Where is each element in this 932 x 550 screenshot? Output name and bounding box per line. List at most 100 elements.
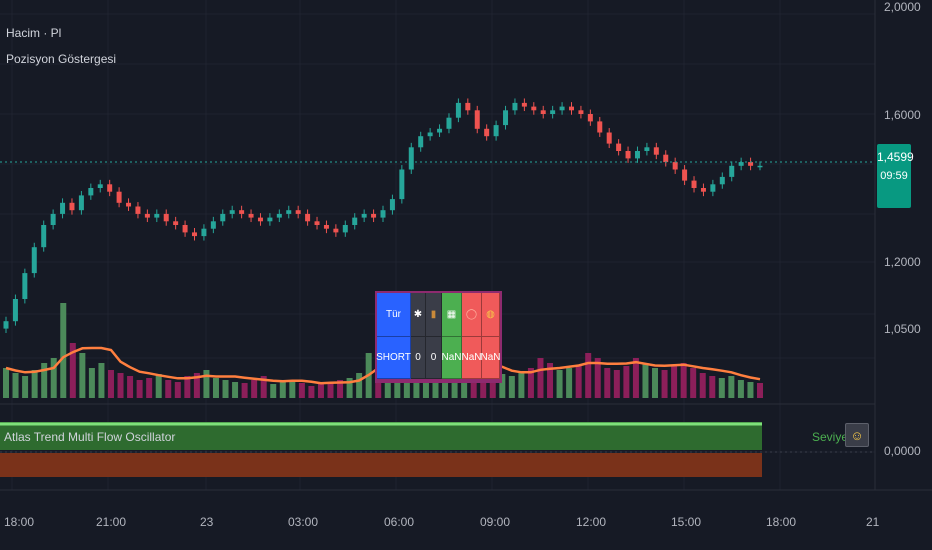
candle-body (484, 128, 490, 137)
volume-bar (289, 380, 296, 398)
time-tick: 21:00 (96, 515, 127, 529)
oscillator-green-band (0, 422, 762, 450)
candle-body (474, 110, 480, 129)
volume-bar (718, 378, 725, 398)
volume-bar (88, 368, 95, 398)
candle-body (437, 128, 443, 133)
time-tick: 23 (200, 515, 214, 529)
oscillator-label[interactable]: Atlas Trend Multi Flow Oscillator (4, 430, 176, 444)
volume-bar (623, 366, 630, 398)
volume-bar (442, 368, 449, 398)
current-price-badge: 1,4599 09:59 (877, 144, 914, 208)
volume-bar (652, 368, 659, 398)
candle-body (267, 217, 273, 222)
table-header-type: Tür (377, 293, 411, 337)
volume-bar (317, 384, 324, 398)
candle-body (361, 213, 367, 218)
volume-bar (203, 370, 210, 398)
volume-bar (709, 376, 716, 398)
volume-bar (690, 368, 697, 398)
candle-body (427, 132, 433, 137)
candle-body (625, 151, 631, 159)
candle-body (503, 110, 509, 126)
candle-body (352, 217, 358, 225)
volume-bar (308, 386, 315, 398)
volume-bar (155, 374, 162, 398)
candle-body (201, 228, 207, 237)
candle-body (719, 176, 725, 185)
candle-body (323, 225, 329, 229)
candle-body (41, 225, 47, 248)
volume-bar (193, 373, 200, 398)
volume-bar (127, 376, 134, 398)
candle-body (295, 210, 301, 214)
candle-body (78, 195, 84, 211)
volume-bar (508, 376, 515, 398)
bottle-icon: ▮ (426, 293, 442, 337)
candle-body (691, 180, 697, 188)
volume-bar (31, 370, 38, 398)
candle-body (559, 106, 565, 111)
time-tick: 21 (866, 515, 880, 529)
candle-body (135, 206, 141, 214)
bar-countdown: 09:59 (880, 170, 908, 182)
volume-bar (212, 378, 219, 398)
volume-bar (613, 370, 620, 398)
chart-grid (0, 0, 875, 490)
volume-bar (241, 383, 248, 398)
volume-bar (728, 376, 735, 398)
volume-bar (22, 376, 29, 398)
candle-body (286, 210, 292, 214)
candle-body (550, 110, 556, 114)
volume-bar (518, 373, 525, 398)
volume-bar (632, 358, 639, 398)
candles (3, 98, 763, 334)
volume-bar (60, 303, 67, 398)
volume-bar (117, 373, 124, 398)
table-position-type: SHORT (376, 337, 411, 379)
current-price-value: 1,4599 (877, 150, 914, 164)
volume-bar (699, 373, 706, 398)
table-cell: NaN (462, 337, 482, 379)
volume-bar (547, 363, 554, 398)
volume-indicator-label[interactable]: Hacim · Pl (6, 26, 62, 40)
candle-body (418, 136, 424, 148)
candle-body (60, 202, 66, 214)
volume-bar (69, 343, 76, 398)
time-tick: 03:00 (288, 515, 319, 529)
volume-bar (403, 368, 410, 398)
table-cell: 0 (411, 337, 426, 379)
candle-body (380, 210, 386, 218)
price-tick: 1,6000 (884, 108, 921, 122)
candle-body (154, 213, 160, 218)
candle-body (399, 169, 405, 200)
moneybag-icon: ◍ (482, 293, 500, 337)
candle-body (50, 213, 56, 225)
volume-bar (470, 368, 477, 398)
volume-bar (107, 370, 114, 398)
bug-icon: ✱ (411, 293, 426, 337)
volume-bar (537, 358, 544, 398)
volume-bar (251, 380, 258, 398)
circle-icon: ◯ (462, 293, 482, 337)
volume-bar (41, 363, 48, 398)
candle-body (314, 221, 320, 225)
candle-body (229, 210, 235, 214)
emoji-icon[interactable]: ☺ (845, 423, 869, 447)
candle-body (389, 199, 395, 211)
volume-bar (356, 373, 363, 398)
position-indicator-label[interactable]: Pozisyon Göstergesi (6, 52, 117, 66)
candle-body (342, 225, 348, 233)
price-tick: 1,0500 (884, 322, 921, 336)
volume-bar (671, 366, 678, 398)
candle-body (729, 165, 735, 177)
candle-body (88, 188, 94, 196)
volume-bar (232, 382, 239, 398)
candle-body (597, 121, 603, 133)
candle-body (521, 102, 527, 107)
candle-body (182, 225, 188, 233)
candle-body (465, 102, 471, 111)
volume-bar (174, 382, 181, 398)
volume-bar (747, 382, 754, 398)
